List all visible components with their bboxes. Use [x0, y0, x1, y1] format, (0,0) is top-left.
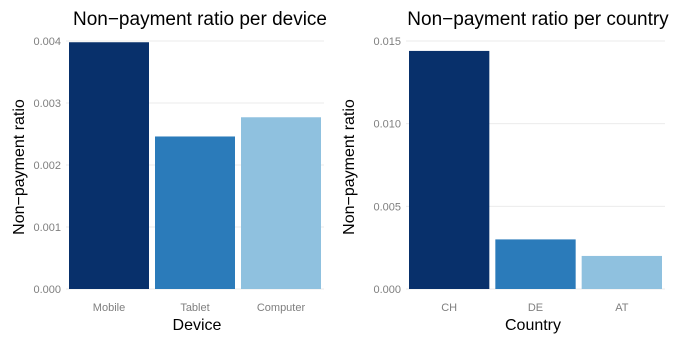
y-tick-label: 0.004: [33, 36, 61, 48]
x-tick-label: AT: [615, 302, 629, 314]
y-tick-labels: 0.000 0.001 0.002 0.003 0.004: [33, 36, 61, 296]
x-axis-title: Country: [505, 317, 561, 334]
device-chart: Non−payment ratio per device 0.0000.0010…: [11, 9, 327, 334]
y-axis-title: Non−payment ratio: [341, 99, 358, 235]
bar-at: [581, 255, 662, 289]
bar-ch: [409, 50, 490, 289]
bar-tablet: [155, 136, 235, 289]
y-tick-label: 0.005: [373, 201, 401, 213]
x-tick-label: Tablet: [180, 302, 209, 314]
y-tick-labels: 0.000 0.005 0.010 0.015: [373, 36, 401, 296]
y-tick-label: 0.010: [373, 119, 401, 131]
y-tick-label: 0.015: [373, 36, 401, 48]
bars: [409, 50, 662, 289]
x-tick-labels: Mobile Tablet Computer: [93, 302, 306, 314]
x-tick-label: CH: [441, 302, 457, 314]
x-tick-label: DE: [528, 302, 543, 314]
y-axis-title: Non−payment ratio: [11, 99, 28, 235]
y-tick-label: 0.002: [33, 160, 61, 172]
x-tick-labels: CH DE AT: [441, 302, 629, 314]
country-chart: Non−payment ratio per country 0.000 0.005…: [341, 9, 669, 334]
x-tick-label: Computer: [257, 302, 306, 314]
bar-de: [495, 239, 576, 289]
bar-computer: [241, 117, 321, 289]
chart-title: Non−payment ratio per country: [407, 9, 669, 30]
bars: [69, 42, 321, 289]
y-tick-label: 0.001: [33, 222, 61, 234]
y-tick-label: 0.000: [373, 284, 401, 296]
bar-mobile: [69, 42, 149, 289]
y-tick-label: 0.000: [33, 284, 61, 296]
y-tick-label: 0.003: [33, 98, 61, 110]
x-tick-label: Mobile: [93, 302, 125, 314]
chart-title: Non−payment ratio per device: [73, 9, 327, 30]
x-axis-title: Device: [173, 317, 222, 334]
